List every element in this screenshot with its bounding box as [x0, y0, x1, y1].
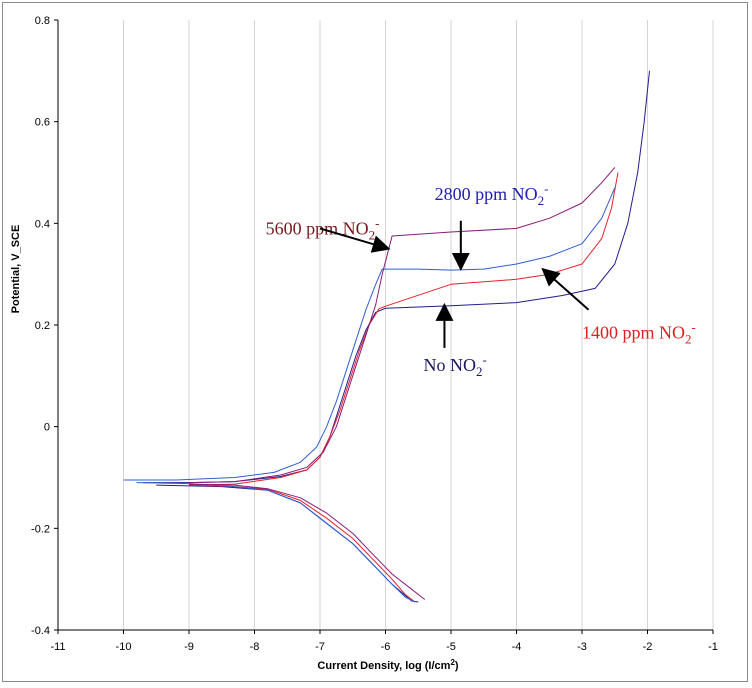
y-tick-label: -0.4 [31, 625, 50, 637]
x-tick-label: -9 [184, 641, 194, 653]
y-tick-label: -0.2 [31, 523, 50, 535]
x-tick-label: -8 [250, 641, 260, 653]
axes: -11 -10 -9 -8 -7 -6 -5 -4 -3 -2 -1 -0.4 -0.2 0 0.2 0.4 0… [31, 15, 718, 653]
x-tick-label: -2 [643, 641, 653, 653]
series-group [123, 70, 650, 603]
annotation-anone-label: No NO2- [423, 352, 486, 379]
series-n2800-anodic-line [123, 187, 616, 481]
annotation-a1400-label: 1400 ppm NO2- [582, 320, 696, 347]
x-tick-label: -3 [577, 641, 587, 653]
series-n1400-anodic-line [188, 172, 619, 486]
x-axis-title-end: ) [455, 660, 459, 672]
series-no_nitrite-anodic-line [143, 70, 650, 484]
annotation-a5600-label: 5600 ppm NO2- [266, 216, 380, 243]
annotation-a1400-arrow [541, 267, 590, 311]
y-axis-title: Potential, V_SCE [10, 225, 22, 314]
x-axis-title-main: Current Density, log (I/cm [317, 660, 450, 672]
x-tick-label: -7 [315, 641, 325, 653]
x-tick-label: -4 [512, 641, 522, 653]
annotations: 5600 ppm NO2- 2800 ppm NO2- 1400 ppm NO2- N… [266, 181, 696, 379]
series-no_nitrite-cathodic-line [156, 484, 419, 603]
series-n5600-cathodic-line [188, 483, 426, 600]
y-tick-label: 0.6 [35, 117, 50, 129]
x-tick-label: -11 [50, 641, 65, 653]
annotation-a5600-arrow [319, 227, 391, 253]
x-tick-label: -6 [381, 641, 391, 653]
x-axis-title: Current Density, log (I/cm2) [317, 658, 459, 672]
series-n1400-cathodic-line [188, 484, 416, 603]
annotation-a2800-label: 2800 ppm NO2- [435, 181, 549, 208]
polarization-chart: -11 -10 -9 -8 -7 -6 -5 -4 -3 -2 -1 -0.4 -0.2 0 0.2 0.4 0… [10, 15, 718, 672]
x-tick-label: -5 [446, 641, 456, 653]
series-n5600-anodic-line [188, 167, 616, 484]
y-tick-label: 0 [44, 422, 50, 434]
grid [123, 20, 714, 630]
y-tick-label: 0.4 [35, 218, 50, 230]
y-tick-label: 0.8 [35, 15, 50, 27]
x-axis-title-sup: 2 [450, 658, 455, 667]
x-tick-label: -10 [116, 641, 132, 653]
y-tick-label: 0.2 [35, 320, 50, 332]
x-tick-label: -1 [708, 641, 718, 653]
series-n2800-cathodic-line [136, 482, 416, 603]
